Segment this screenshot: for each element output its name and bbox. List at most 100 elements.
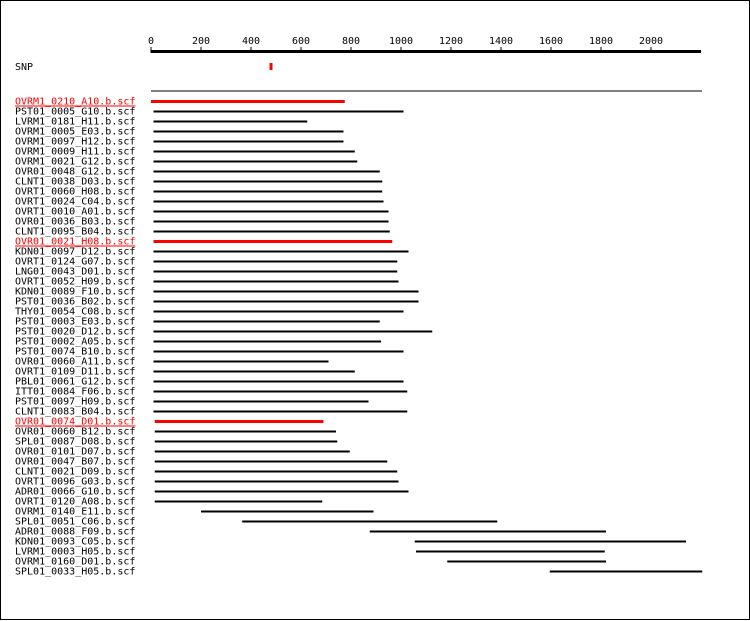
read-row[interactable]: LVRM1_0003_H05.b.scf <box>15 547 605 558</box>
read-name[interactable]: OVRM1_0021_G12.b.scf <box>15 157 135 168</box>
read-row[interactable]: OVRM1_0021_G12.b.scf <box>15 157 358 168</box>
read-name[interactable]: SPL01_0051_C06.b.scf <box>15 517 135 528</box>
read-name[interactable]: OVRT1_0096_G03.b.scf <box>15 477 135 488</box>
read-name[interactable]: CLNT1_0021_D09.b.scf <box>15 467 135 478</box>
read-row[interactable]: CLNT1_0021_D09.b.scf <box>15 467 398 478</box>
ruler-tick-label: 1800 <box>589 36 613 47</box>
read-name[interactable]: CLNT1_0095_B04.b.scf <box>15 227 135 238</box>
read-row[interactable]: ADR01_0088_F09.b.scf <box>15 527 606 538</box>
read-row[interactable]: PST01_0020_D12.b.scf <box>15 327 433 338</box>
read-row[interactable]: PST01_0002_A05.b.scf <box>15 337 381 348</box>
read-row[interactable]: OVRM1_0140_E11.b.scf <box>15 507 374 518</box>
read-row[interactable]: ADR01_0066_G10.b.scf <box>15 487 409 498</box>
read-name[interactable]: PST01_0097_H09.b.scf <box>15 397 135 408</box>
read-name[interactable]: OVRT1_0109_D11.b.scf <box>15 367 135 378</box>
read-name[interactable]: KDN01_0093_C05.b.scf <box>15 537 135 548</box>
read-row[interactable]: KDN01_0089_F10.b.scf <box>15 287 419 298</box>
snp-marker[interactable] <box>269 63 273 70</box>
read-name[interactable]: CLNT1_0083_B04.b.scf <box>15 407 135 418</box>
read-row[interactable]: SPL01_0087_D08.b.scf <box>15 437 338 448</box>
read-name[interactable]: OVRT1_0060_H08.b.scf <box>15 187 135 198</box>
read-row[interactable]: LVRM1_0181_H11.b.scf <box>15 117 308 128</box>
read-name[interactable]: OVR01_0060_A11.b.scf <box>15 357 135 368</box>
read-name[interactable]: ADR01_0066_G10.b.scf <box>15 487 135 498</box>
read-row[interactable]: KDN01_0093_C05.b.scf <box>15 537 686 548</box>
read-row[interactable]: OVRT1_0024_C04.b.scf <box>15 197 384 208</box>
read-row[interactable]: PST01_0005_G10.b.scf <box>15 107 404 118</box>
read-name[interactable]: OVRT1_0024_C04.b.scf <box>15 197 135 208</box>
read-name[interactable]: OVRT1_0010_A01.b.scf <box>15 207 135 218</box>
read-row[interactable]: OVRM1_0005_E03.b.scf <box>15 127 344 138</box>
read-name[interactable]: OVRT1_0120_A08.b.scf <box>15 497 135 508</box>
read-row[interactable]: KDN01_0097_D12.b.scf <box>15 247 409 258</box>
read-name[interactable]: OVR01_0048_G12.b.scf <box>15 167 135 178</box>
read-row[interactable]: SPL01_0051_C06.b.scf <box>15 517 498 528</box>
read-row[interactable]: PST01_0003_E03.b.scf <box>15 317 380 328</box>
read-name[interactable]: OVRM1_0140_E11.b.scf <box>15 507 135 518</box>
read-name[interactable]: LVRM1_0181_H11.b.scf <box>15 117 135 128</box>
read-row[interactable]: OVR01_0060_A11.b.scf <box>15 357 329 368</box>
read-row[interactable]: OVR01_0036_B03.b.scf <box>15 217 389 228</box>
read-row[interactable]: ITT01_0084_F06.b.scf <box>15 387 408 398</box>
read-name[interactable]: OVR01_0036_B03.b.scf <box>15 217 135 228</box>
read-name[interactable]: PST01_0005_G10.b.scf <box>15 107 135 118</box>
read-name[interactable]: KDN01_0089_F10.b.scf <box>15 287 135 298</box>
read-row[interactable]: OVRM1_0160_D01.b.scf <box>15 557 606 568</box>
read-row[interactable]: OVRM1_0210_A10.b.scf <box>15 97 345 108</box>
read-name[interactable]: OVRM1_0210_A10.b.scf <box>15 97 135 108</box>
read-row[interactable]: SPL01_0033_H05.b.scf <box>15 567 703 578</box>
read-name[interactable]: PST01_0036_B02.b.scf <box>15 297 135 308</box>
read-row[interactable]: OVRT1_0096_G03.b.scf <box>15 477 399 488</box>
read-name[interactable]: OVR01_0047_B07.b.scf <box>15 457 135 468</box>
read-name[interactable]: OVR01_0074_D01.b.scf <box>15 417 135 428</box>
read-name[interactable]: OVRM1_0005_E03.b.scf <box>15 127 135 138</box>
ruler-tick-label: 1600 <box>539 36 563 47</box>
read-name[interactable]: ADR01_0088_F09.b.scf <box>15 527 135 538</box>
read-row[interactable]: LNG01_0043_D01.b.scf <box>15 267 398 278</box>
read-row[interactable]: OVRT1_0124_G07.b.scf <box>15 257 398 268</box>
read-name[interactable]: OVRT1_0052_H09.b.scf <box>15 277 135 288</box>
read-name[interactable]: OVR01_0101_D07.b.scf <box>15 447 135 458</box>
read-name[interactable]: PST01_0074_B10.b.scf <box>15 347 135 358</box>
read-name[interactable]: KDN01_0097_D12.b.scf <box>15 247 135 258</box>
read-name[interactable]: PBL01_0061_G12.b.scf <box>15 377 135 388</box>
read-name[interactable]: PST01_0002_A05.b.scf <box>15 337 135 348</box>
read-name[interactable]: OVRM1_0009_H11.b.scf <box>15 147 135 158</box>
read-name[interactable]: THY01_0054_C08.b.scf <box>15 307 135 318</box>
read-row[interactable]: OVRM1_0009_H11.b.scf <box>15 147 355 158</box>
read-row[interactable]: OVR01_0060_B12.b.scf <box>15 427 336 438</box>
read-name[interactable]: CLNT1_0038_D03.b.scf <box>15 177 135 188</box>
read-name[interactable]: OVRM1_0097_H12.b.scf <box>15 137 135 148</box>
read-row[interactable]: OVRT1_0052_H09.b.scf <box>15 277 399 288</box>
read-row[interactable]: PST01_0036_B02.b.scf <box>15 297 419 308</box>
read-row[interactable]: OVR01_0021_H08.b.scf <box>15 237 393 248</box>
read-row[interactable]: PST01_0097_H09.b.scf <box>15 397 369 408</box>
read-name[interactable]: OVRT1_0124_G07.b.scf <box>15 257 135 268</box>
read-name[interactable]: ITT01_0084_F06.b.scf <box>15 387 135 398</box>
read-row[interactable]: OVR01_0074_D01.b.scf <box>15 417 324 428</box>
read-name[interactable]: OVR01_0021_H08.b.scf <box>15 237 135 248</box>
read-name[interactable]: PST01_0020_D12.b.scf <box>15 327 135 338</box>
read-row[interactable]: PST01_0074_B10.b.scf <box>15 347 404 358</box>
read-row[interactable]: OVR01_0047_B07.b.scf <box>15 457 388 468</box>
read-row[interactable]: THY01_0054_C08.b.scf <box>15 307 404 318</box>
read-row[interactable]: CLNT1_0095_B04.b.scf <box>15 227 390 238</box>
read-row[interactable]: OVRM1_0097_H12.b.scf <box>15 137 344 148</box>
read-row[interactable]: OVR01_0048_G12.b.scf <box>15 167 380 178</box>
read-row[interactable]: OVR01_0101_D07.b.scf <box>15 447 350 458</box>
read-row[interactable]: CLNT1_0083_B04.b.scf <box>15 407 408 418</box>
read-name[interactable]: OVRM1_0160_D01.b.scf <box>15 557 135 568</box>
read-row[interactable]: OVRT1_0010_A01.b.scf <box>15 207 389 218</box>
read-row[interactable]: PBL01_0061_G12.b.scf <box>15 377 404 388</box>
read-name[interactable]: PST01_0003_E03.b.scf <box>15 317 135 328</box>
read-row[interactable]: CLNT1_0038_D03.b.scf <box>15 177 383 188</box>
read-name[interactable]: SPL01_0033_H05.b.scf <box>15 567 135 578</box>
read-row[interactable]: OVRT1_0109_D11.b.scf <box>15 367 355 378</box>
read-row[interactable]: OVRT1_0060_H08.b.scf <box>15 187 383 198</box>
read-name[interactable]: OVR01_0060_B12.b.scf <box>15 427 135 438</box>
read-name[interactable]: LNG01_0043_D01.b.scf <box>15 267 135 278</box>
read-name[interactable]: LVRM1_0003_H05.b.scf <box>15 547 135 558</box>
read-name[interactable]: SPL01_0087_D08.b.scf <box>15 437 135 448</box>
read-row[interactable]: OVRT1_0120_A08.b.scf <box>15 497 323 508</box>
